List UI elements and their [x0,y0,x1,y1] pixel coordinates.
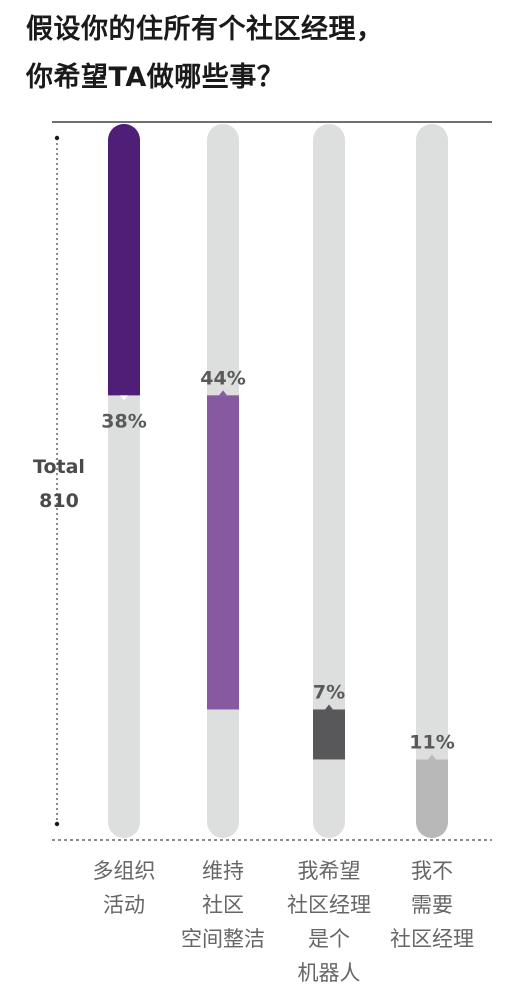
value-label: 11% [409,731,454,753]
category-label-line: 我希望 [297,859,361,883]
category-label-line: 社区经理 [390,927,474,951]
category-label-line: 空间整洁 [181,927,265,951]
bar-segment [313,709,345,760]
bar-pointer [428,754,436,760]
category-label-line: 活动 [103,893,145,917]
bar-track [416,124,448,838]
bar-segment [108,124,140,396]
total-value: 810 [39,490,79,512]
category-label-line: 维持 [202,859,244,883]
category-label-line: 是个 [308,927,350,951]
category-label: 我希望社区经理是个机器人 [269,854,389,990]
bar-segment [416,759,448,838]
value-label: 38% [101,410,146,432]
chart-title: 假设你的住所有个社区经理， 你希望TA做哪些事？ [26,6,506,102]
category-label-line: 我不 [411,859,453,883]
value-label: 7% [313,681,345,703]
category-label: 多组织 活动 [64,854,184,922]
category-label-line: 需要 [411,893,453,917]
category-label-line: 社区 [202,893,244,917]
bar-segment [207,395,239,710]
bar-track [313,124,345,838]
category-label-line: 社区经理 [287,893,371,917]
total-annotation: Total 810 [14,450,104,518]
category-label-line: 多组织 [92,859,156,883]
title-line-1: 假设你的住所有个社区经理， [26,14,384,45]
bar-pointer [219,390,227,396]
category-label: 我不 需要 社区经理 [372,854,492,956]
total-axis-bottom-dot [54,821,60,827]
bar-pointer [325,704,333,710]
category-label-line: 机器人 [297,961,361,985]
category-label: 维持 社区 空间整洁 [163,854,283,956]
value-label: 44% [200,367,245,389]
total-label: Total [33,456,85,478]
bar-pointer [120,395,128,401]
title-line-2: 你希望TA做哪些事？ [26,62,285,93]
total-axis-top-dot [54,135,60,141]
